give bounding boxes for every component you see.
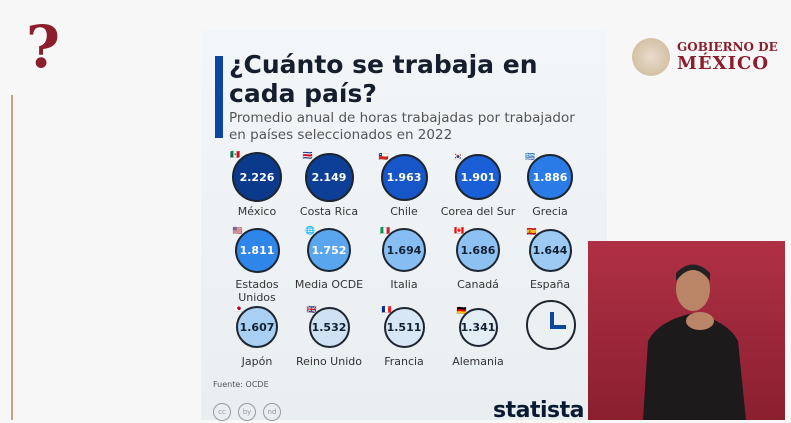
value-label: 1.694	[386, 243, 422, 257]
flag-icon: 🌐	[305, 226, 315, 235]
country-label: Costa Rica	[299, 205, 359, 218]
value-circle: 1.752	[307, 228, 351, 272]
flag-icon: 🇪🇸	[526, 226, 537, 236]
value-circle: 2.149	[304, 152, 354, 202]
value-label: 1.341	[460, 320, 496, 334]
attribution-icon: by	[238, 403, 256, 421]
value-label: 1.752	[311, 243, 347, 257]
value-circle: 1.901	[455, 154, 501, 200]
country-label: Corea del Sur	[440, 205, 516, 218]
flag-icon: 🇮🇹	[380, 226, 390, 235]
flag-icon: 🇲🇽	[230, 150, 240, 159]
value-label: 1.644	[532, 243, 568, 257]
infographic-title: ¿Cuánto se trabaja en cada país?	[229, 50, 538, 108]
flag-icon: 🇨🇦	[454, 226, 464, 235]
value-circle: 1.811	[234, 227, 280, 273]
value-circle: 1.886	[527, 154, 573, 200]
clock-icon	[526, 300, 576, 350]
flag-icon: 🇩🇪	[456, 305, 467, 315]
value-circle: 1.694	[382, 228, 426, 272]
country-label: Grecia	[532, 205, 568, 218]
statista-logo: statista	[493, 398, 584, 423]
value-circle: 1.341	[458, 307, 498, 347]
value-label: 1.532	[311, 320, 347, 334]
value-label: 1.607	[239, 320, 275, 334]
flag-icon: 🇯🇵	[234, 304, 244, 313]
country-label: Estados Unidos	[235, 278, 279, 304]
no-derivatives-icon: nd	[263, 403, 281, 421]
sign-language-interpreter-video	[588, 241, 785, 420]
country-label: Francia	[384, 355, 424, 368]
question-mark-icon: ?	[26, 13, 60, 81]
mexico-coat-of-arms-logo	[632, 38, 670, 76]
interpreter-figure	[643, 264, 746, 420]
flag-icon: 🇨🇱	[378, 151, 389, 161]
value-label: 1.963	[386, 170, 422, 184]
value-circle: 1.686	[456, 228, 500, 272]
country-label: Italia	[390, 278, 418, 291]
value-label: 1.901	[460, 170, 496, 184]
value-circle: 2.226	[232, 152, 282, 202]
gov-logo-line1: GOBIERNO DE	[677, 40, 778, 54]
flag-icon: 🇫🇷	[381, 304, 392, 314]
country-label: México	[237, 205, 277, 218]
value-label: 1.686	[460, 243, 496, 257]
gov-logo-line2: MÉXICO	[677, 53, 770, 74]
value-circle: 1.644	[528, 228, 572, 272]
flag-icon: 🇬🇷	[525, 152, 535, 161]
country-label: Japón	[241, 355, 273, 368]
divider-line	[11, 95, 13, 420]
value-circle: 1.963	[380, 153, 428, 201]
country-label: Alemania	[452, 355, 504, 368]
country-label: España	[529, 278, 571, 291]
value-circle: 1.532	[308, 306, 350, 348]
source-note: Fuente: OCDE	[213, 380, 269, 389]
title-accent-bar	[215, 56, 223, 138]
value-label: 2.226	[239, 170, 275, 184]
country-label: Canadá	[457, 278, 499, 291]
flag-icon: 🇺🇸	[232, 225, 243, 235]
value-label: 1.511	[386, 320, 422, 334]
value-circle: 1.607	[236, 306, 278, 348]
flag-icon: 🇬🇧	[306, 304, 317, 314]
value-circle: 1.511	[383, 306, 425, 348]
infographic-panel: ¿Cuánto se trabaja en cada país? Promedi…	[201, 30, 607, 423]
value-label: 1.811	[239, 243, 275, 257]
country-label: Media OCDE	[294, 278, 364, 291]
flag-icon: 🇰🇷	[453, 152, 463, 161]
country-label: Chile	[390, 205, 418, 218]
flag-icon: 🇨🇷	[302, 150, 313, 160]
cc-license-icon: cc	[213, 403, 231, 421]
infographic-subtitle: Promedio anual de horas trabajadas por t…	[229, 110, 575, 143]
value-label: 2.149	[311, 170, 347, 184]
value-label: 1.886	[532, 170, 568, 184]
country-label: Reino Unido	[296, 355, 362, 368]
